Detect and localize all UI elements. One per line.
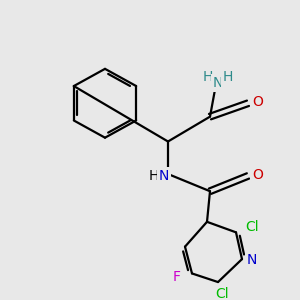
Text: H: H (149, 169, 159, 183)
Text: O: O (253, 168, 263, 182)
Text: Cl: Cl (245, 220, 259, 234)
Text: O: O (253, 95, 263, 109)
Text: Cl: Cl (215, 287, 229, 300)
Text: F: F (173, 270, 181, 284)
Text: N: N (159, 169, 169, 183)
Text: N: N (247, 253, 257, 267)
Text: H: H (203, 70, 213, 84)
Text: H: H (223, 70, 233, 84)
Text: N: N (213, 76, 223, 90)
